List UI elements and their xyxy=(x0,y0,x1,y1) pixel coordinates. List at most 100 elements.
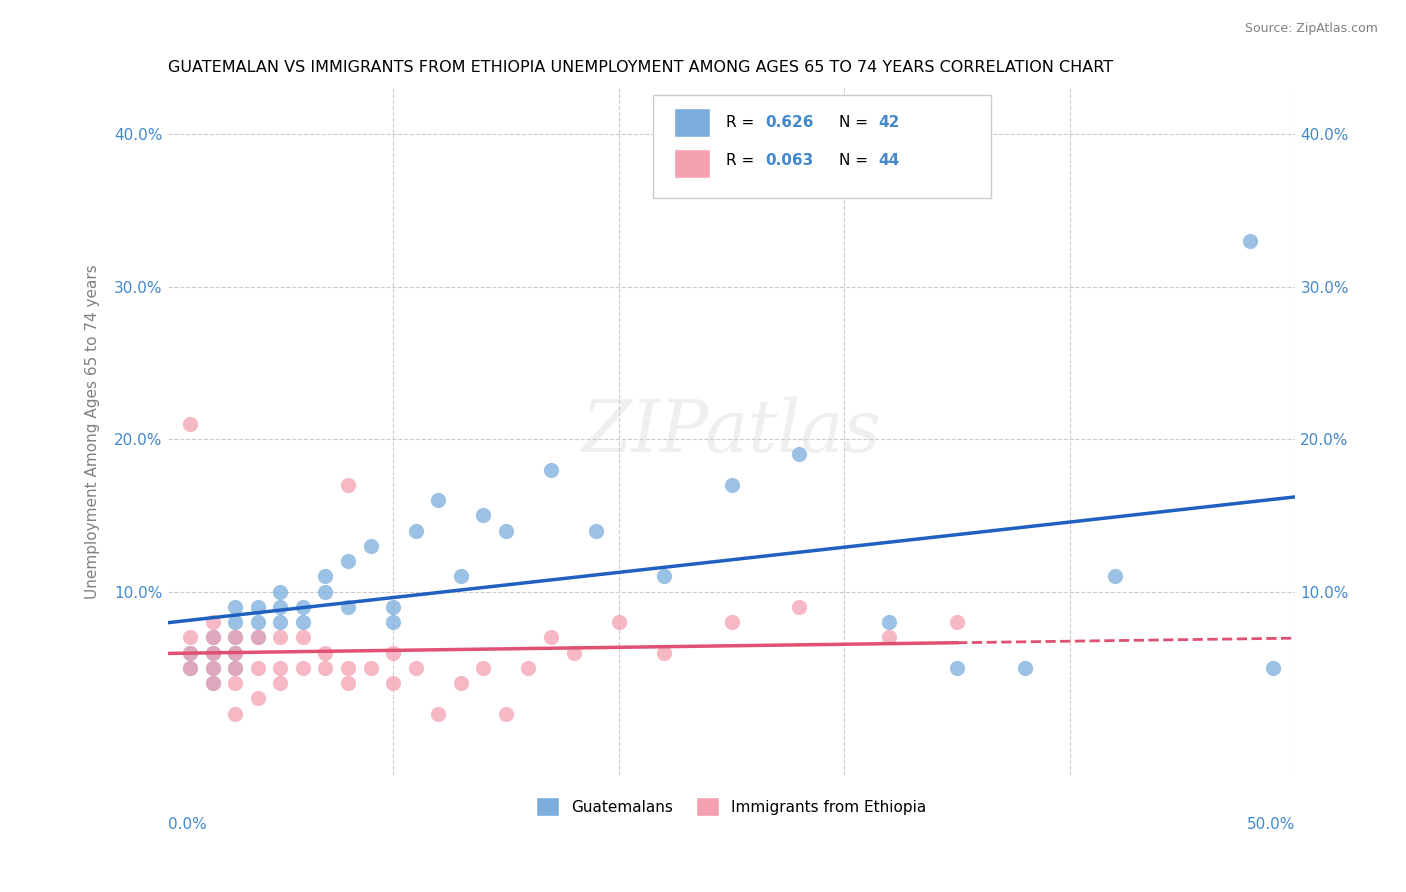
Point xyxy=(360,661,382,675)
Point xyxy=(337,676,360,690)
Point xyxy=(246,615,269,629)
Point xyxy=(495,706,517,721)
Point xyxy=(201,646,224,660)
Point xyxy=(607,615,630,629)
Point xyxy=(246,599,269,614)
Point xyxy=(291,661,314,675)
Point xyxy=(382,615,405,629)
Point xyxy=(337,478,360,492)
Point xyxy=(224,676,246,690)
Point xyxy=(269,661,291,675)
Point xyxy=(291,615,314,629)
Text: 50.0%: 50.0% xyxy=(1247,817,1295,832)
Point xyxy=(360,539,382,553)
Point xyxy=(269,615,291,629)
Point xyxy=(720,615,742,629)
Point xyxy=(179,661,201,675)
Point xyxy=(946,615,969,629)
Point xyxy=(224,615,246,629)
Point xyxy=(224,631,246,645)
Point xyxy=(224,646,246,660)
Point xyxy=(879,615,901,629)
Point xyxy=(314,661,336,675)
Point xyxy=(450,676,472,690)
Point xyxy=(946,661,969,675)
Point xyxy=(787,447,810,461)
Point xyxy=(1239,234,1261,248)
Point xyxy=(337,554,360,568)
Point xyxy=(201,615,224,629)
Point xyxy=(201,631,224,645)
Text: 0.626: 0.626 xyxy=(765,115,814,130)
Point xyxy=(224,661,246,675)
Point xyxy=(224,706,246,721)
Point xyxy=(337,661,360,675)
Point xyxy=(179,646,201,660)
Point xyxy=(1014,661,1036,675)
Point xyxy=(427,493,450,508)
Point xyxy=(382,646,405,660)
Point xyxy=(224,631,246,645)
Point xyxy=(427,706,450,721)
Point xyxy=(224,599,246,614)
Point xyxy=(517,661,540,675)
Point xyxy=(540,631,562,645)
Point xyxy=(652,646,675,660)
Point xyxy=(472,661,495,675)
Point xyxy=(495,524,517,538)
Point xyxy=(269,584,291,599)
Text: Source: ZipAtlas.com: Source: ZipAtlas.com xyxy=(1244,22,1378,36)
Point xyxy=(246,631,269,645)
Text: R =: R = xyxy=(725,115,759,130)
Text: N =: N = xyxy=(838,115,873,130)
Text: 42: 42 xyxy=(879,115,900,130)
Point xyxy=(652,569,675,583)
Point xyxy=(472,508,495,523)
Point xyxy=(382,676,405,690)
Point xyxy=(879,631,901,645)
Point xyxy=(337,599,360,614)
Point xyxy=(314,646,336,660)
Point xyxy=(562,646,585,660)
Point xyxy=(179,631,201,645)
Y-axis label: Unemployment Among Ages 65 to 74 years: Unemployment Among Ages 65 to 74 years xyxy=(86,264,100,599)
Point xyxy=(1104,569,1126,583)
Text: 0.063: 0.063 xyxy=(765,153,814,168)
Point xyxy=(201,631,224,645)
Point xyxy=(540,462,562,476)
Point xyxy=(246,691,269,706)
Point xyxy=(179,417,201,431)
Point xyxy=(585,524,607,538)
Point xyxy=(246,661,269,675)
Point xyxy=(224,661,246,675)
Text: N =: N = xyxy=(838,153,873,168)
Point xyxy=(179,661,201,675)
Point xyxy=(201,676,224,690)
Text: GUATEMALAN VS IMMIGRANTS FROM ETHIOPIA UNEMPLOYMENT AMONG AGES 65 TO 74 YEARS CO: GUATEMALAN VS IMMIGRANTS FROM ETHIOPIA U… xyxy=(167,60,1112,75)
FancyBboxPatch shape xyxy=(673,108,710,137)
Point xyxy=(1261,661,1284,675)
Point xyxy=(246,631,269,645)
FancyBboxPatch shape xyxy=(652,95,991,198)
Text: 0.0%: 0.0% xyxy=(167,817,207,832)
Point xyxy=(450,569,472,583)
Point xyxy=(201,676,224,690)
Point xyxy=(201,661,224,675)
Point xyxy=(291,599,314,614)
Point xyxy=(405,524,427,538)
Point xyxy=(314,569,336,583)
Point xyxy=(269,676,291,690)
Point xyxy=(405,661,427,675)
Point xyxy=(291,631,314,645)
Text: R =: R = xyxy=(725,153,759,168)
Point xyxy=(201,646,224,660)
Point xyxy=(201,661,224,675)
Point xyxy=(720,478,742,492)
Text: 44: 44 xyxy=(879,153,900,168)
FancyBboxPatch shape xyxy=(673,149,710,178)
Point xyxy=(269,631,291,645)
Text: ZIPatlas: ZIPatlas xyxy=(582,396,882,467)
Point xyxy=(314,584,336,599)
Point xyxy=(179,646,201,660)
Point xyxy=(269,599,291,614)
